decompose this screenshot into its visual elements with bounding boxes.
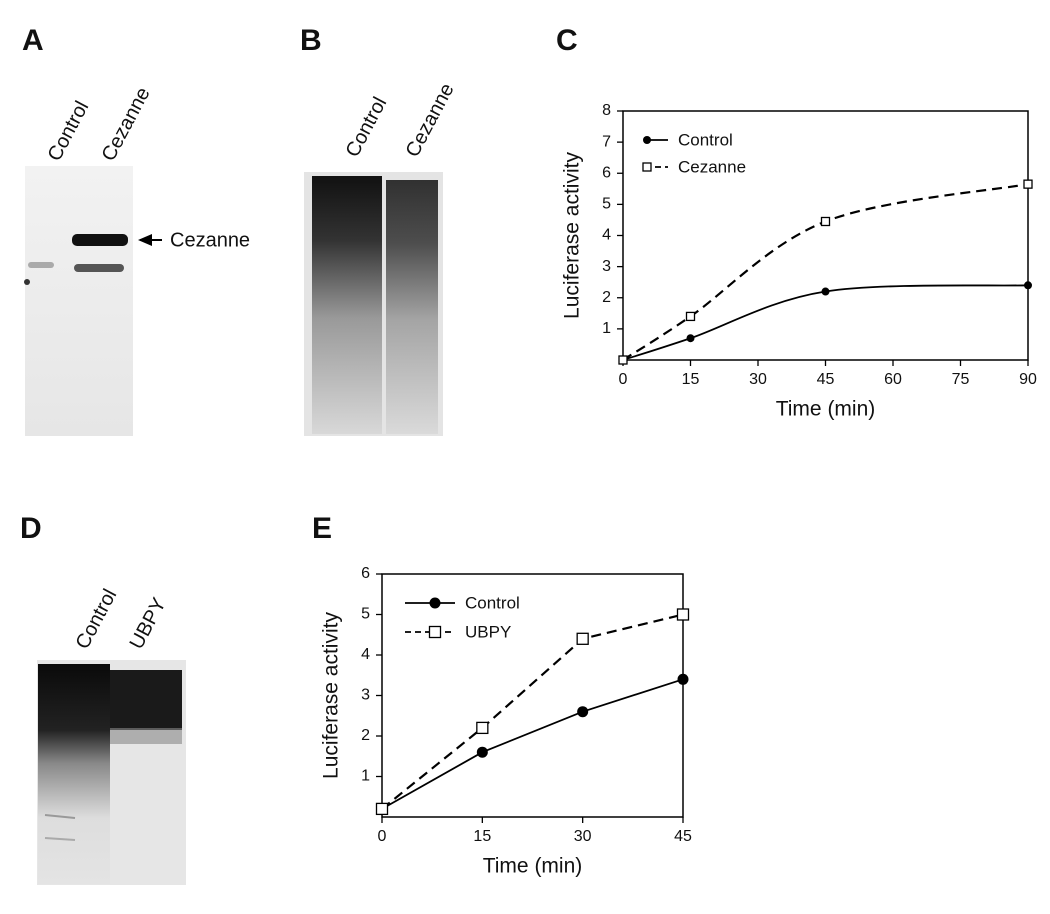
marker (685, 311, 696, 322)
y-tick-label: 4 (361, 646, 370, 663)
panel-label: B (300, 24, 322, 57)
y-tick-label: 1 (361, 768, 370, 785)
marker (1023, 179, 1033, 189)
lane-label: Control (72, 586, 122, 653)
legend-label: Control (465, 593, 520, 612)
x-tick-label: 30 (749, 371, 767, 388)
panel-label: C (556, 24, 578, 57)
marker (676, 608, 690, 621)
lane-label: UBPY (126, 594, 171, 652)
marker (576, 632, 589, 645)
y-tick-label: 5 (602, 196, 611, 213)
x-tick-label: 75 (952, 371, 970, 388)
y-axis-label: Luciferase activity (320, 612, 343, 779)
lane-label: Cezanne (402, 80, 459, 161)
y-tick-label: 3 (361, 687, 370, 704)
marker (618, 355, 628, 365)
y-tick-label: 5 (361, 606, 370, 623)
panel-label: A (22, 24, 44, 57)
legend-label: UBPY (465, 622, 511, 641)
marker (677, 673, 689, 685)
marker (1024, 281, 1032, 290)
blot (37, 660, 186, 885)
panel-label: E (312, 512, 332, 545)
x-axis-label: Time (min) (483, 855, 583, 878)
lane-label: Control (342, 94, 392, 161)
marker (642, 162, 652, 172)
lane-label: Control (44, 98, 94, 165)
x-tick-label: 0 (619, 371, 628, 388)
y-tick-label: 6 (602, 164, 611, 181)
marker (476, 746, 488, 758)
x-tick-label: 15 (682, 371, 700, 388)
x-axis-label: Time (min) (776, 398, 876, 421)
panel-label: D (20, 512, 42, 545)
series-line (381, 613, 684, 810)
marker (820, 216, 831, 227)
marker (428, 625, 442, 639)
x-tick-label: 45 (674, 828, 692, 845)
y-tick-label: 8 (602, 102, 611, 119)
marker (821, 287, 830, 296)
y-tick-label: 4 (602, 227, 611, 244)
lane-label: Cezanne (98, 84, 155, 165)
x-tick-label: 45 (817, 371, 835, 388)
plot-frame (381, 573, 684, 818)
marker (643, 136, 651, 144)
x-tick-label: 60 (884, 371, 902, 388)
legend-label: Cezanne (678, 157, 746, 176)
x-tick-label: 15 (473, 828, 491, 845)
y-tick-label: 7 (602, 133, 611, 150)
x-tick-label: 30 (574, 828, 592, 845)
marker (375, 802, 389, 816)
marker (429, 597, 441, 609)
series-line (622, 284, 1029, 361)
x-tick-label: 90 (1019, 371, 1037, 388)
band-label: Cezanne (170, 229, 250, 251)
arrow (138, 234, 162, 246)
blot (304, 172, 443, 436)
marker (476, 721, 489, 735)
y-tick-label: 2 (361, 727, 370, 744)
blot (24, 166, 133, 436)
y-tick-label: 6 (361, 565, 370, 582)
y-tick-label: 3 (602, 258, 611, 275)
y-tick-label: 2 (602, 289, 611, 306)
series-line (381, 678, 684, 810)
marker (686, 334, 695, 343)
marker (577, 706, 589, 718)
series-line (622, 183, 1029, 361)
y-axis-label: Luciferase activity (561, 152, 584, 319)
x-tick-label: 0 (378, 828, 387, 845)
y-tick-label: 1 (602, 320, 611, 337)
legend-label: Control (678, 130, 733, 149)
